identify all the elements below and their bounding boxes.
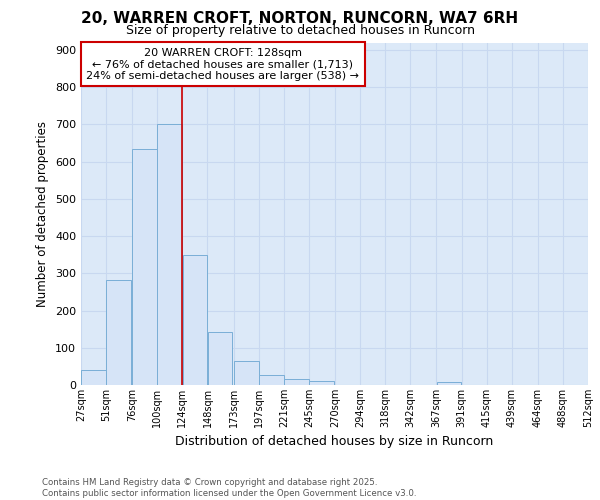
Bar — [234, 361, 259, 385]
Bar — [182, 254, 208, 385]
Bar — [133, 148, 157, 385]
Bar — [81, 370, 106, 385]
Bar — [284, 379, 309, 385]
Bar — [157, 124, 182, 385]
Text: Contains HM Land Registry data © Crown copyright and database right 2025.
Contai: Contains HM Land Registry data © Crown c… — [42, 478, 416, 498]
Bar — [106, 280, 131, 385]
Y-axis label: Number of detached properties: Number of detached properties — [37, 120, 49, 306]
X-axis label: Distribution of detached houses by size in Runcorn: Distribution of detached houses by size … — [175, 436, 494, 448]
Text: 20, WARREN CROFT, NORTON, RUNCORN, WA7 6RH: 20, WARREN CROFT, NORTON, RUNCORN, WA7 6… — [82, 11, 518, 26]
Text: 20 WARREN CROFT: 128sqm
← 76% of detached houses are smaller (1,713)
24% of semi: 20 WARREN CROFT: 128sqm ← 76% of detache… — [86, 48, 359, 81]
Bar — [208, 332, 232, 385]
Bar — [259, 374, 284, 385]
Bar — [437, 382, 461, 385]
Text: Size of property relative to detached houses in Runcorn: Size of property relative to detached ho… — [125, 24, 475, 37]
Bar — [309, 380, 334, 385]
